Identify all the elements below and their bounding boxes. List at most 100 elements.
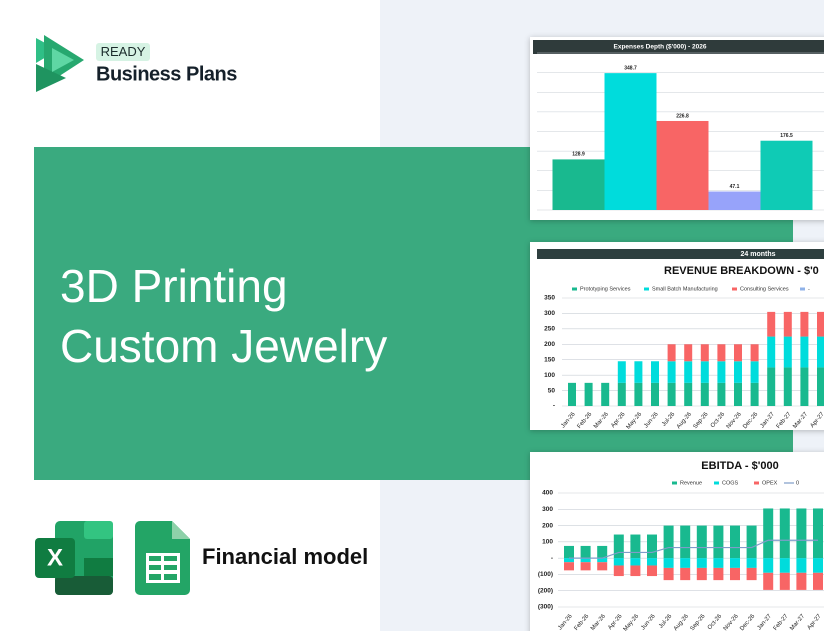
- bar-segment: [663, 525, 674, 559]
- bar-segment: [796, 572, 807, 590]
- bar-segment: [651, 361, 659, 383]
- bar-segment: [613, 565, 624, 577]
- bar-segment: [601, 382, 610, 406]
- bar-segment: [580, 545, 591, 559]
- bar-segment: [779, 572, 790, 590]
- value-label: 176.5: [780, 133, 793, 139]
- bar-segment: [568, 382, 576, 406]
- bar-segment: [584, 382, 593, 406]
- legend-swatch: [754, 481, 759, 485]
- bar-segment: [564, 545, 574, 559]
- y-tick-label: 350: [544, 295, 555, 302]
- legend-label: Small Batch Manufacturing: [652, 286, 718, 292]
- bar: [552, 159, 605, 210]
- legend-swatch: [800, 287, 805, 291]
- legend-label: 0: [796, 480, 799, 486]
- bar-segment: [796, 558, 807, 573]
- banner-title: 3D Printing: [60, 260, 288, 312]
- bar-segment: [767, 311, 776, 337]
- bar-segment: [763, 558, 774, 573]
- chart-header-bar: [537, 249, 824, 259]
- bar-segment: [713, 525, 724, 559]
- value-label: 47.1: [730, 184, 740, 190]
- chart-title: Expenses Depth ($'000) - 2026: [614, 44, 707, 51]
- bar-segment: [750, 344, 759, 362]
- chart-title: EBITDA - $'000: [701, 460, 778, 472]
- bar-segment: [630, 565, 641, 577]
- bar-segment: [617, 361, 626, 383]
- brand: Business Plans: [96, 63, 237, 85]
- bar: [604, 73, 657, 210]
- bar-segment: [630, 534, 641, 559]
- bar-segment: [696, 558, 707, 568]
- bar-segment: [763, 508, 774, 559]
- bar-segment: [730, 567, 740, 581]
- bar-segment: [817, 336, 824, 368]
- bar-segment: [800, 336, 809, 368]
- y-tick-label: 50: [548, 387, 556, 394]
- bar-segment: [767, 336, 776, 368]
- bar-segment: [630, 558, 641, 566]
- y-tick-label: 100: [544, 372, 555, 379]
- excel-icon: X: [35, 521, 113, 595]
- bar: [708, 191, 761, 210]
- legend-swatch: [714, 481, 719, 485]
- bar-segment: [796, 508, 807, 559]
- footer-label: Financial model: [202, 544, 368, 569]
- bar-segment: [779, 508, 790, 559]
- bar-segment: [680, 525, 691, 559]
- y-tick-label: 300: [544, 310, 555, 317]
- chart-title: REVENUE BREAKDOWN - $'0: [664, 265, 819, 277]
- bar-segment: [734, 344, 742, 362]
- bar-segment: [613, 534, 624, 559]
- banner-title: Custom Jewelry: [60, 320, 387, 372]
- bar-segment: [684, 344, 693, 362]
- bar-segment: [597, 545, 608, 559]
- bar-segment: [647, 558, 657, 566]
- legend-label: Revenue: [680, 480, 702, 486]
- bar: [760, 140, 813, 210]
- legend-label: COGS: [722, 480, 739, 486]
- y-tick-label: (200): [538, 587, 553, 594]
- bar-segment: [717, 361, 726, 383]
- bar-segment: [813, 558, 823, 573]
- bar-segment: [783, 336, 792, 368]
- badge-text: READY: [101, 44, 146, 59]
- value-label: 226.8: [676, 113, 689, 119]
- chart-subtitle: 24 months: [740, 251, 775, 258]
- bar-segment: [817, 311, 824, 337]
- bar-segment: [667, 361, 676, 383]
- bar-segment: [580, 558, 591, 563]
- bar-segment: [717, 382, 726, 406]
- legend-label: OPEX: [762, 480, 778, 486]
- bar: [656, 120, 709, 210]
- y-tick-label: 200: [542, 522, 553, 529]
- y-tick-label: (300): [538, 604, 553, 611]
- bar-segment: [813, 572, 823, 590]
- bar-segment: [684, 382, 693, 406]
- bar-segment: [713, 567, 724, 581]
- bar-segment: [767, 367, 776, 406]
- bar-segment: [564, 562, 574, 571]
- bar-segment: [684, 361, 693, 383]
- bar-segment: [663, 567, 674, 581]
- y-tick-label: 300: [542, 506, 553, 513]
- bar-segment: [817, 367, 824, 406]
- bar-segment: [700, 382, 709, 406]
- bar-segment: [667, 344, 676, 362]
- bar-segment: [580, 562, 591, 571]
- y-tick-label: 150: [544, 356, 555, 363]
- y-tick-label: 400: [542, 490, 553, 497]
- bar-segment: [800, 367, 809, 406]
- bar-segment: [763, 572, 774, 590]
- bar-segment: [746, 558, 757, 568]
- bar-segment: [634, 361, 643, 383]
- bar-segment: [680, 558, 691, 568]
- bar-segment: [564, 558, 574, 563]
- bar-segment: [734, 361, 742, 383]
- bar-segment: [800, 311, 809, 337]
- bar-segment: [750, 361, 759, 383]
- y-tick-label: (100): [538, 571, 553, 578]
- bar-segment: [700, 361, 709, 383]
